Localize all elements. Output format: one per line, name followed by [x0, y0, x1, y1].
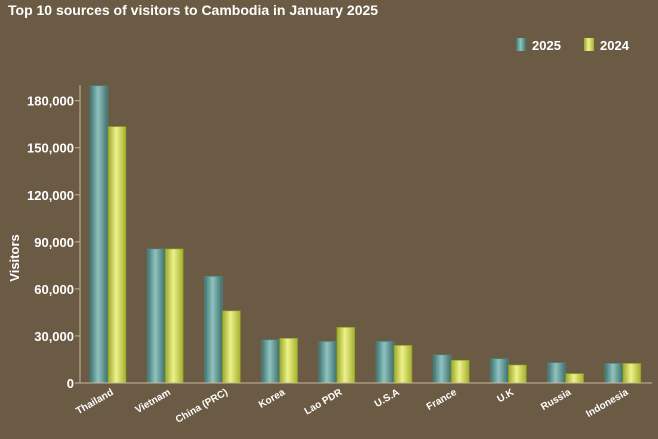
- bar-2024-korea: [279, 337, 298, 384]
- x-category-label: Russia: [539, 387, 573, 413]
- legend-label-2025: 2025: [532, 38, 561, 53]
- bar-2024-lao-pdr: [336, 327, 356, 384]
- x-category-label: Thailand: [74, 387, 115, 417]
- y-tick-label: 0: [67, 376, 74, 391]
- bar-2024-u-k: [508, 364, 527, 384]
- bar-2024-indonesia: [622, 363, 642, 384]
- y-axis-label: Visitors: [7, 234, 22, 281]
- y-tick-label: 150,000: [27, 141, 74, 156]
- bar-2024-thailand: [107, 126, 127, 384]
- y-tick-label: 120,000: [27, 188, 74, 203]
- bar-2024-vietnam: [164, 248, 184, 384]
- bar-2025-china-prc-: [204, 276, 223, 384]
- bar-2025-u-k: [490, 358, 509, 384]
- bar-2025-russia: [547, 362, 566, 384]
- y-tick-label: 30,000: [34, 329, 74, 344]
- legend-swatch-2024: [584, 38, 594, 51]
- bar-2025-lao-pdr: [318, 341, 338, 384]
- legend-swatch-2025: [516, 38, 526, 51]
- x-axis-categories: Thailand Vietnam China (PRC) Korea Lao PDR U.…: [74, 387, 630, 426]
- y-axis-ticks: 0 30,000 60,000 90,000 120,000 150,000 180,000: [27, 94, 80, 391]
- x-category-label: China (PRC): [174, 387, 230, 426]
- bar-2024-china-prc-: [222, 310, 241, 384]
- bar-2024-u-s-a: [393, 345, 413, 384]
- bar-2025-thailand: [89, 85, 109, 384]
- bar-2025-korea: [261, 339, 280, 384]
- bar-2025-indonesia: [604, 363, 624, 384]
- x-category-label: U.S.A: [373, 387, 402, 410]
- bar-2025-france: [432, 354, 452, 384]
- chart-title: Top 10 sources of visitors to Cambodia i…: [8, 2, 378, 18]
- x-category-label: France: [425, 387, 459, 413]
- bar-2024-france: [450, 359, 470, 384]
- bar-2025-vietnam: [146, 248, 166, 384]
- x-category-label: Indonesia: [584, 387, 630, 420]
- x-category-label: Lao PDR: [303, 387, 345, 418]
- bar-2024-russia: [565, 373, 584, 384]
- legend-label-2024: 2024: [600, 38, 630, 53]
- y-tick-label: 90,000: [34, 235, 74, 250]
- y-tick-label: 180,000: [27, 94, 74, 109]
- bars: [89, 85, 642, 384]
- x-category-label: U.K: [495, 387, 516, 406]
- legend: 2025 2024: [516, 38, 630, 53]
- bar-2025-u-s-a: [375, 341, 395, 384]
- y-tick-label: 60,000: [34, 282, 74, 297]
- x-category-label: Korea: [257, 387, 287, 411]
- x-category-label: Vietnam: [134, 387, 173, 416]
